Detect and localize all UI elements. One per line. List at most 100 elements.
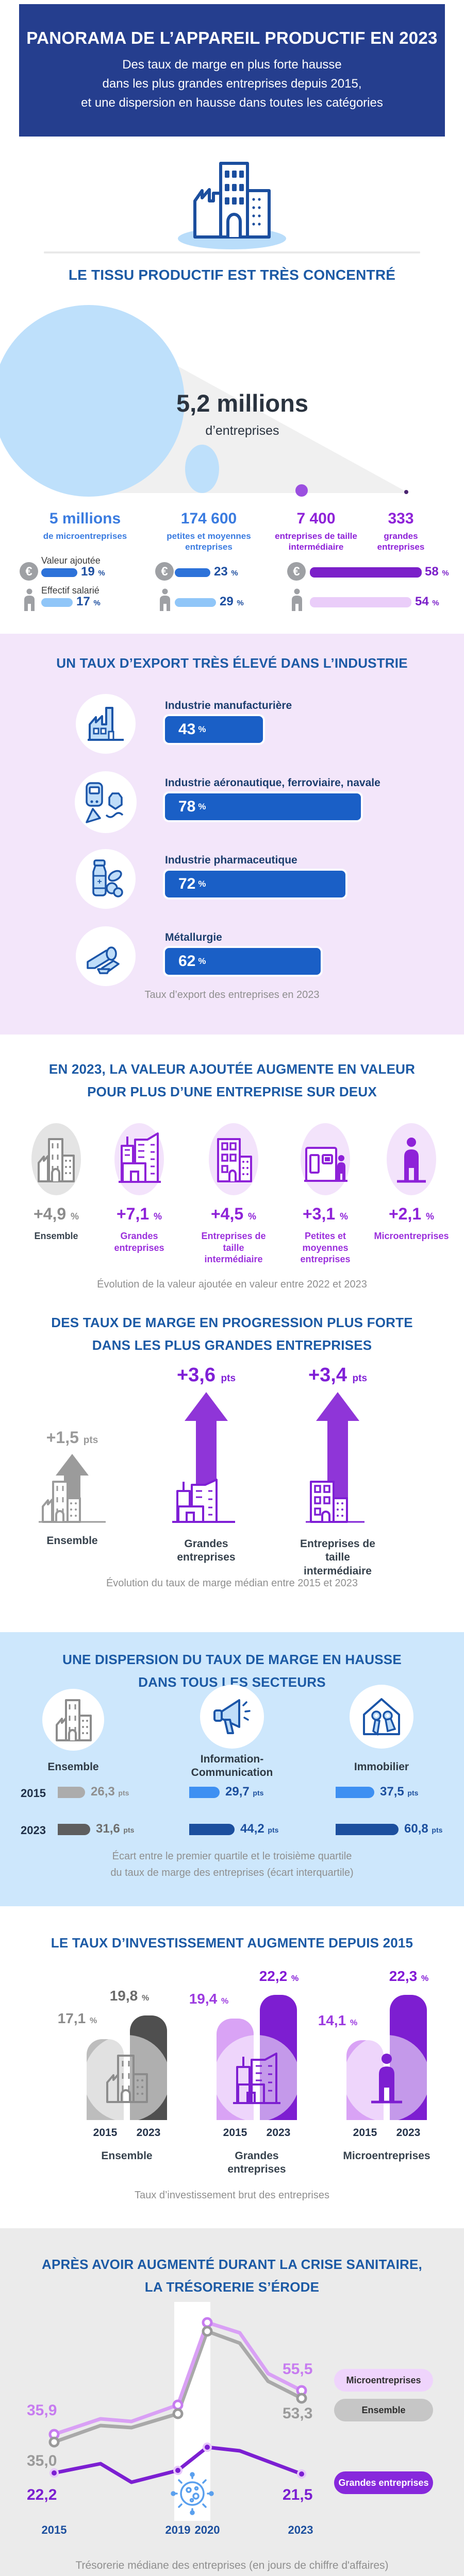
person-purple-icon xyxy=(397,1136,426,1187)
section-title-va-line2: POUR PLUS D’UNE ENTREPRISE SUR DEUX xyxy=(87,1084,377,1099)
export-value-manufacturiere: 43 xyxy=(178,721,196,738)
invest-year-ensemble-2015: 2015 xyxy=(93,2127,118,2139)
stat-number-eti: 7 400 xyxy=(296,510,336,527)
export-bar-manufacturiere: 43% xyxy=(165,716,263,743)
export-value-aeronautique: 78 xyxy=(178,798,196,815)
page-title: PANORAMA DE L’APPAREIL PRODUCTIF EN 2023 xyxy=(26,28,438,47)
treso-end-ensemble: 53,3 xyxy=(283,2405,313,2422)
dispersion-col-infocom: Information-Communication xyxy=(191,1753,273,1779)
page-subtitle: Des taux de marge en plus forte hausse d… xyxy=(81,55,383,113)
treso-end-ge: 21,5 xyxy=(283,2486,313,2503)
invest-year-ge-2015: 2015 xyxy=(223,2127,247,2139)
treso-end-micro: 55,5 xyxy=(283,2361,313,2378)
treso-line-chart xyxy=(21,2295,443,2543)
ef-bar-pme xyxy=(175,598,216,607)
dispersion-value-infocom-2023: 44,2 pts xyxy=(240,1822,279,1836)
marge-value-ensemble: +1,5 pts xyxy=(46,1428,98,1447)
bubble-microentreprises xyxy=(0,305,185,497)
treso-xlabel-2015: 2015 xyxy=(41,2523,67,2536)
invest-label-ge: Grandes entreprises xyxy=(227,2150,286,2176)
va-item-value-ge: +7,1 % xyxy=(116,1205,162,1223)
treso-xlabel-2023: 2023 xyxy=(288,2523,313,2536)
subtitle-line-2: dans les plus grandes entreprises depuis… xyxy=(102,76,362,91)
dispersion-caption-line1: Écart entre le premier quartile et le tr… xyxy=(112,1851,352,1862)
dispersion-section xyxy=(0,1632,464,1906)
growth-arrow-ge xyxy=(185,1392,228,1525)
building-purple-icon xyxy=(214,1136,254,1186)
total-enterprises-value: 5,2 millions xyxy=(176,389,308,417)
export-caption: Taux d’export des entreprises en 2023 xyxy=(144,989,320,1001)
dispersion-bar-immobilier-2015 xyxy=(336,1787,374,1798)
house-keys-icon xyxy=(350,1685,413,1749)
factory-icon xyxy=(76,694,136,754)
va-value-micro: 19 % xyxy=(81,565,105,579)
header-banner: PANORAMA DE L’APPAREIL PRODUCTIF EN 2023… xyxy=(19,4,445,137)
invest-value-micro-2015: 14,1 % xyxy=(318,2012,358,2028)
pharma-icon: + xyxy=(76,849,136,909)
section-title-treso-line1: APRÈS AVOIR AUGMENTÉ DURANT LA CRISE SAN… xyxy=(42,2257,422,2272)
section-title-va-line1: EN 2023, LA VALEUR AJOUTÉE AUGMENTE EN V… xyxy=(48,1061,416,1077)
invest-value-micro-2023: 22,3 % xyxy=(389,1968,429,1984)
svg-text:€: € xyxy=(293,565,300,579)
treso-start-ensemble: 35,0 xyxy=(27,2452,57,2469)
legend-pill-ensemble: Ensemble xyxy=(334,2399,433,2421)
buildings-gray-small-icon xyxy=(39,1480,106,1526)
va-caption: Évolution de la valeur ajoutée en valeur… xyxy=(97,1279,367,1290)
legend-pill-grandes-entreprises: Grandes entreprises xyxy=(334,2471,433,2494)
section-title-marge-line1: DES TAUX DE MARGE EN PROGRESSION PLUS FO… xyxy=(51,1315,413,1330)
stat-label-pme: petites et moyennes entreprises xyxy=(167,531,251,552)
person-icon xyxy=(23,588,36,614)
export-label-manufacturiere: Industrie manufacturière xyxy=(165,700,292,711)
legend-effectif-salarie: Effectif salarié xyxy=(41,585,100,596)
line-microentreprises xyxy=(52,2320,304,2436)
stat-label-micro: de microentreprises xyxy=(43,531,127,541)
section-title-invest: LE TAUX D’INVESTISSEMENT AUGMENTE DEPUIS… xyxy=(51,1935,413,1951)
euro-icon: € xyxy=(287,562,306,584)
va-item-value-eti: +4,5 % xyxy=(210,1205,257,1223)
stat-label-ge: grandes entreprises xyxy=(377,531,425,552)
va-item-label-micro: Microentreprises xyxy=(374,1231,449,1241)
va-value-eti-ge: 58 % xyxy=(425,565,449,579)
export-label-metallurgie: Métallurgie xyxy=(165,931,222,943)
dispersion-value-ensemble-2023: 31,6 pts xyxy=(96,1822,135,1836)
invest-year-ensemble-2023: 2023 xyxy=(136,2127,161,2139)
treso-xlabel-2019: 2019 xyxy=(165,2523,191,2536)
treso-start-micro: 35,9 xyxy=(27,2402,57,2419)
section-title-concentration: LE TISSU PRODUCTIF EST TRÈS CONCENTRÉ xyxy=(68,267,396,283)
invest-label-micro: Microentreprises xyxy=(343,2150,430,2162)
building-purple-small-icon xyxy=(302,1480,369,1526)
markers-ensemble xyxy=(48,2326,307,2448)
ef-value-pme: 29 % xyxy=(220,595,244,608)
svg-text:+: + xyxy=(97,877,102,886)
buildings-gray-icon xyxy=(36,1136,77,1186)
va-item-value-ensemble: +4,9 % xyxy=(33,1205,79,1223)
concentration-bubble-chart: 5,2 millions d’entreprises xyxy=(0,289,464,510)
dispersion-value-immobilier-2023: 60,8 pts xyxy=(404,1822,443,1836)
marge-label-eti: Entreprises de taille intermédiaire xyxy=(300,1538,375,1577)
va-item-label-eti: Entreprises de taille intermédiaire xyxy=(201,1231,266,1264)
invest-icon-micro xyxy=(343,2035,430,2122)
city-purple-small-icon xyxy=(170,1478,237,1526)
subtitle-line-1: Des taux de marge en plus forte hausse xyxy=(122,57,342,72)
dispersion-col-ensemble: Ensemble xyxy=(47,1761,99,1773)
va-bar-eti-ge xyxy=(310,567,422,578)
va-item-label-ensemble: Ensemble xyxy=(34,1231,78,1241)
dispersion-value-immobilier-2015: 37,5 pts xyxy=(380,1785,419,1799)
export-label-aeronautique: Industrie aéronautique, ferroviaire, nav… xyxy=(165,777,380,789)
export-value-pharmaceutique: 72 xyxy=(178,875,196,892)
dispersion-bar-infocom-2015 xyxy=(189,1787,220,1798)
invest-value-ensemble-2015: 17,1 % xyxy=(57,2010,97,2026)
va-bar-micro xyxy=(41,568,77,577)
va-item-label-pme: Petites et moyennes entreprises xyxy=(300,1231,351,1264)
shop-person-purple-icon xyxy=(304,1143,347,1185)
invest-year-ge-2023: 2023 xyxy=(266,2127,291,2139)
city-purple-icon xyxy=(118,1132,162,1187)
section-title-dispersion-line1: UNE DISPERSION DU TAUX DE MARGE EN HAUSS… xyxy=(62,1652,402,1667)
va-item-value-pme: +3,1 % xyxy=(302,1205,349,1223)
person-icon xyxy=(158,588,172,614)
bubble-pme xyxy=(185,445,219,493)
dispersion-bar-ensemble-2015 xyxy=(58,1787,85,1798)
invest-year-micro-2023: 2023 xyxy=(396,2127,421,2139)
dispersion-bar-ensemble-2023 xyxy=(58,1824,90,1835)
export-label-pharmaceutique: Industrie pharmaceutique xyxy=(165,854,297,866)
